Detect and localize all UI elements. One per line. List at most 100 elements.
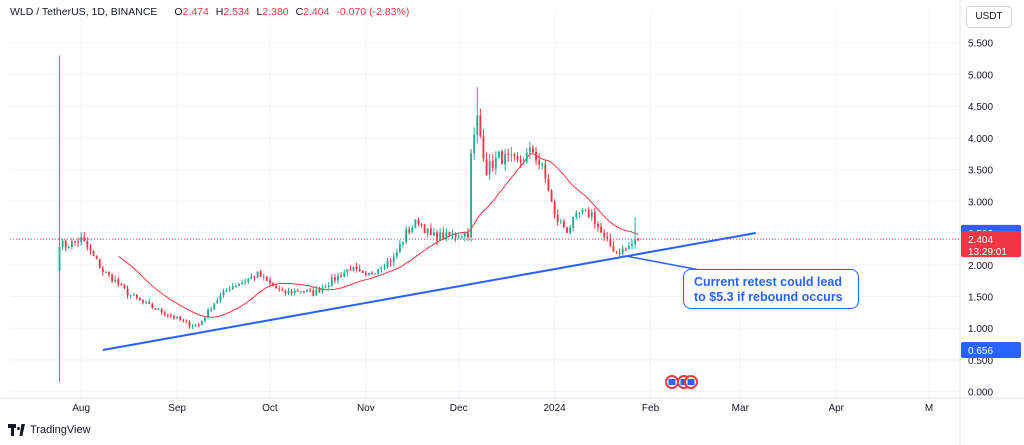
candle-body bbox=[207, 309, 209, 318]
candle bbox=[451, 229, 454, 240]
candle-body bbox=[436, 232, 438, 241]
candle-body bbox=[287, 291, 290, 294]
candle bbox=[86, 237, 89, 251]
candle bbox=[380, 265, 383, 273]
candle bbox=[269, 276, 271, 286]
candle-body bbox=[145, 302, 148, 304]
candle-body bbox=[265, 276, 268, 281]
candle bbox=[129, 294, 132, 299]
candle-body bbox=[572, 216, 575, 228]
candle-body bbox=[228, 289, 231, 291]
y-tick-label: 0.500 bbox=[968, 356, 993, 367]
candle-body bbox=[473, 134, 476, 154]
candle-body bbox=[448, 231, 451, 236]
candle bbox=[333, 273, 336, 284]
candle-body bbox=[463, 232, 466, 237]
candle-body bbox=[101, 268, 104, 273]
annotation-callout: Current retest could lead to $5.3 if reb… bbox=[683, 269, 859, 309]
event-flag-body bbox=[687, 379, 695, 385]
candle bbox=[541, 161, 544, 170]
candle bbox=[442, 226, 445, 241]
candle-body bbox=[374, 273, 377, 275]
candle bbox=[105, 271, 107, 274]
candle-body bbox=[395, 252, 398, 257]
candle bbox=[513, 152, 516, 161]
candle bbox=[609, 233, 612, 248]
candle bbox=[569, 225, 572, 235]
candle bbox=[58, 55, 61, 383]
candle bbox=[204, 316, 206, 324]
candle bbox=[145, 300, 148, 304]
candle bbox=[374, 273, 377, 275]
candle bbox=[368, 272, 370, 276]
candle bbox=[488, 153, 491, 180]
annotation-line-1: Current retest could lead bbox=[694, 275, 842, 289]
candle-body bbox=[182, 320, 185, 322]
candle bbox=[417, 217, 420, 227]
candle bbox=[491, 154, 494, 172]
candle-body bbox=[216, 300, 219, 304]
candle-body bbox=[166, 314, 169, 316]
candle-body bbox=[346, 269, 349, 273]
candle-body bbox=[600, 226, 602, 233]
candle bbox=[340, 271, 343, 278]
candle-body bbox=[92, 250, 95, 256]
candle-body bbox=[197, 324, 200, 326]
candle-body bbox=[566, 227, 568, 233]
candle bbox=[584, 208, 587, 212]
candle-body bbox=[343, 272, 346, 277]
candle bbox=[126, 285, 129, 299]
candle-body bbox=[559, 221, 562, 223]
candle-body bbox=[253, 276, 256, 278]
candle bbox=[275, 283, 278, 289]
candle bbox=[398, 239, 401, 253]
candle bbox=[120, 282, 123, 286]
candle-body bbox=[281, 289, 284, 291]
annotation-line-2: to $5.3 if rebound occurs bbox=[694, 290, 843, 304]
candle-body bbox=[117, 279, 120, 285]
candle bbox=[197, 322, 200, 328]
close-value: 2.404 bbox=[303, 6, 330, 18]
candle-body bbox=[386, 260, 389, 268]
x-tick-label: Nov bbox=[357, 403, 375, 414]
candle bbox=[253, 275, 256, 282]
candle-body bbox=[423, 224, 426, 234]
candle bbox=[497, 151, 500, 160]
candle bbox=[634, 217, 637, 249]
currency-button[interactable]: USDT bbox=[966, 6, 1012, 28]
candle-body bbox=[213, 303, 216, 310]
y-tick-label: 3.500 bbox=[968, 166, 993, 177]
x-tick-label: Aug bbox=[72, 403, 90, 414]
candle-body bbox=[234, 285, 237, 287]
candle-body bbox=[420, 224, 423, 226]
candle-body bbox=[597, 224, 599, 227]
candle bbox=[284, 289, 287, 296]
candle bbox=[101, 265, 104, 276]
candle-body bbox=[296, 290, 299, 292]
candle-body bbox=[584, 209, 587, 211]
candle-body bbox=[83, 237, 86, 242]
candle bbox=[383, 263, 386, 271]
candle-body bbox=[355, 266, 358, 269]
candle-body bbox=[129, 295, 132, 297]
candle bbox=[494, 150, 497, 175]
candle-body bbox=[86, 241, 89, 248]
candle-body bbox=[544, 164, 547, 179]
candle-body bbox=[148, 302, 151, 304]
candle bbox=[111, 273, 114, 284]
candle bbox=[501, 149, 503, 165]
candle-body bbox=[299, 291, 302, 293]
support-trendline bbox=[102, 232, 756, 352]
candle bbox=[327, 282, 330, 289]
y-tick-label: 1.500 bbox=[968, 292, 993, 303]
candle-body bbox=[361, 270, 364, 273]
tradingview-footer[interactable]: TradingView bbox=[8, 424, 91, 436]
candle bbox=[408, 226, 411, 235]
y-tick-label: 1.000 bbox=[968, 324, 993, 335]
symbol-name[interactable]: WLD / TetherUS, 1D, BINANCE bbox=[10, 6, 158, 18]
candle-body bbox=[414, 219, 417, 228]
candle-body bbox=[74, 241, 76, 243]
candle bbox=[80, 232, 83, 246]
candle bbox=[476, 87, 479, 144]
